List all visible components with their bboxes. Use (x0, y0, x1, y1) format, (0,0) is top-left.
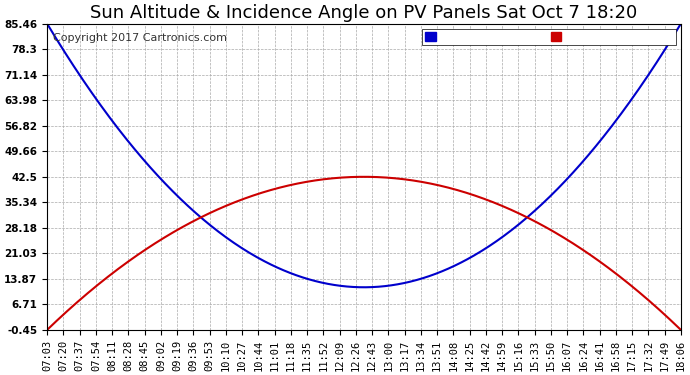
Title: Sun Altitude & Incidence Angle on PV Panels Sat Oct 7 18:20: Sun Altitude & Incidence Angle on PV Pan… (90, 4, 638, 22)
Text: Copyright 2017 Cartronics.com: Copyright 2017 Cartronics.com (54, 33, 228, 43)
Legend: Incident (Angle °), Altitude (Angle °): Incident (Angle °), Altitude (Angle °) (422, 29, 676, 45)
